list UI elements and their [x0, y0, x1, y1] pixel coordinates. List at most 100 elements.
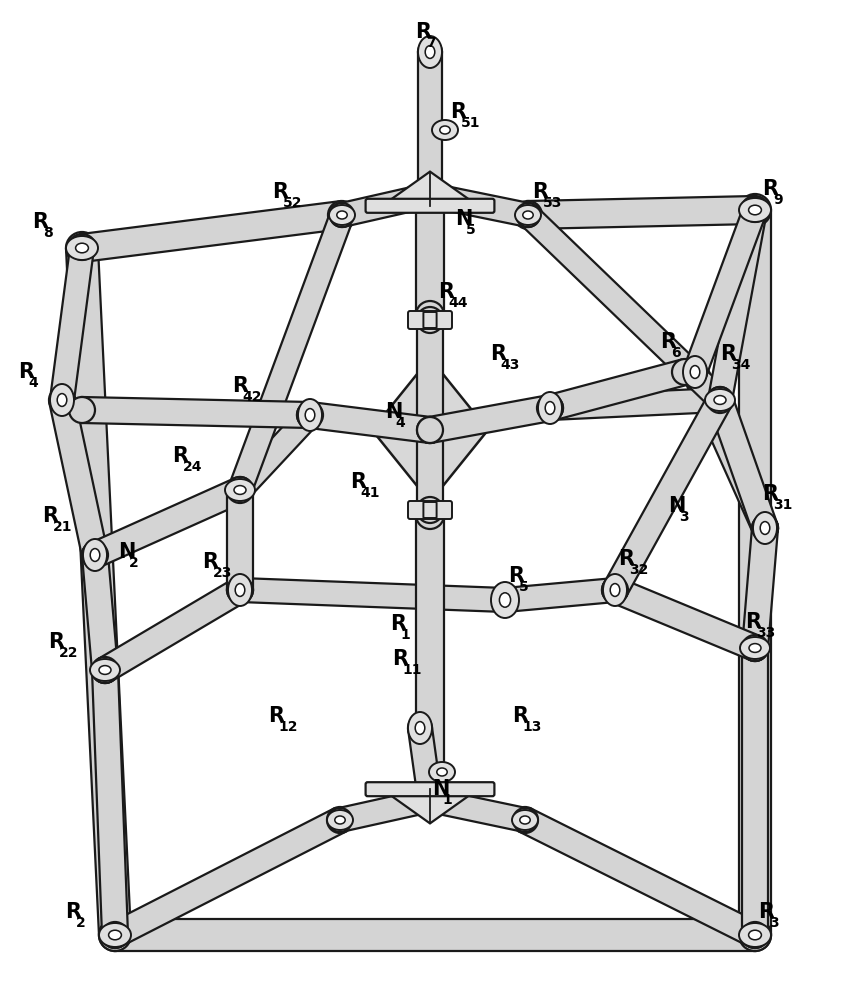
Polygon shape [528, 196, 755, 229]
Circle shape [418, 183, 442, 207]
Ellipse shape [491, 582, 519, 618]
Circle shape [418, 183, 442, 207]
Ellipse shape [228, 574, 252, 606]
Ellipse shape [714, 396, 726, 404]
Polygon shape [708, 396, 777, 532]
Text: 1: 1 [443, 793, 453, 807]
FancyBboxPatch shape [408, 501, 452, 519]
Ellipse shape [108, 930, 121, 940]
Ellipse shape [76, 243, 89, 253]
Text: 32: 32 [629, 563, 648, 577]
Circle shape [416, 301, 444, 329]
Polygon shape [90, 478, 245, 567]
Circle shape [92, 657, 118, 683]
Text: 5: 5 [466, 223, 475, 237]
Text: 5: 5 [519, 580, 529, 594]
Circle shape [328, 201, 356, 229]
Text: R: R [745, 612, 761, 632]
Text: R: R [172, 446, 188, 466]
Circle shape [227, 577, 253, 603]
Text: R: R [720, 344, 736, 364]
Text: R: R [202, 552, 218, 572]
Text: 4: 4 [28, 376, 39, 390]
Circle shape [50, 388, 74, 412]
Circle shape [417, 307, 443, 333]
Polygon shape [408, 726, 442, 802]
Polygon shape [82, 554, 118, 671]
Circle shape [603, 578, 627, 602]
Ellipse shape [57, 394, 67, 406]
Ellipse shape [520, 816, 530, 824]
FancyBboxPatch shape [366, 199, 494, 213]
Circle shape [752, 515, 778, 541]
Ellipse shape [538, 392, 562, 424]
Text: R: R [415, 22, 431, 42]
Circle shape [537, 395, 563, 421]
Circle shape [513, 808, 537, 832]
Ellipse shape [545, 402, 554, 414]
Polygon shape [382, 172, 478, 206]
Text: N: N [385, 402, 402, 422]
Polygon shape [50, 246, 94, 402]
Ellipse shape [83, 539, 107, 571]
Circle shape [228, 478, 252, 502]
Ellipse shape [329, 205, 355, 225]
Polygon shape [504, 578, 616, 612]
Ellipse shape [305, 409, 315, 421]
Circle shape [493, 588, 517, 612]
Ellipse shape [749, 644, 761, 652]
Ellipse shape [523, 211, 533, 219]
Circle shape [99, 919, 131, 951]
Ellipse shape [337, 211, 347, 219]
Polygon shape [709, 208, 767, 402]
Text: R: R [42, 506, 58, 526]
Circle shape [707, 387, 733, 413]
Text: R: R [508, 566, 524, 586]
Circle shape [538, 396, 562, 420]
Circle shape [416, 501, 444, 529]
Polygon shape [109, 808, 346, 947]
Text: 33: 33 [756, 626, 775, 640]
Circle shape [92, 657, 118, 683]
Circle shape [99, 919, 131, 951]
Polygon shape [742, 648, 768, 935]
Text: R: R [450, 102, 466, 122]
Polygon shape [338, 788, 432, 832]
Text: R: R [48, 632, 64, 652]
FancyBboxPatch shape [424, 502, 437, 518]
Circle shape [739, 919, 771, 951]
Text: R: R [272, 182, 288, 202]
Polygon shape [610, 578, 760, 660]
Polygon shape [416, 195, 444, 315]
Circle shape [516, 203, 540, 227]
Circle shape [227, 477, 253, 503]
Polygon shape [239, 578, 505, 612]
Ellipse shape [429, 762, 455, 782]
Circle shape [752, 515, 778, 541]
Text: N: N [118, 542, 135, 562]
Circle shape [682, 359, 708, 385]
Text: 3: 3 [678, 510, 689, 524]
Text: R: R [532, 182, 548, 202]
Text: 9: 9 [773, 193, 783, 207]
Ellipse shape [740, 637, 770, 659]
Circle shape [102, 922, 128, 948]
Polygon shape [739, 210, 771, 935]
Ellipse shape [760, 522, 770, 534]
Ellipse shape [235, 584, 245, 596]
Polygon shape [416, 515, 444, 800]
Circle shape [228, 478, 252, 502]
FancyBboxPatch shape [408, 311, 452, 329]
Text: 2: 2 [76, 916, 85, 930]
Circle shape [418, 183, 442, 207]
Circle shape [516, 203, 540, 227]
Text: R: R [618, 549, 634, 569]
Circle shape [408, 716, 432, 740]
Text: R: R [512, 706, 528, 726]
Polygon shape [520, 206, 728, 409]
Ellipse shape [683, 356, 707, 388]
Circle shape [418, 788, 442, 812]
Text: 6: 6 [671, 346, 680, 360]
Text: 8: 8 [43, 226, 53, 240]
Circle shape [742, 635, 768, 661]
